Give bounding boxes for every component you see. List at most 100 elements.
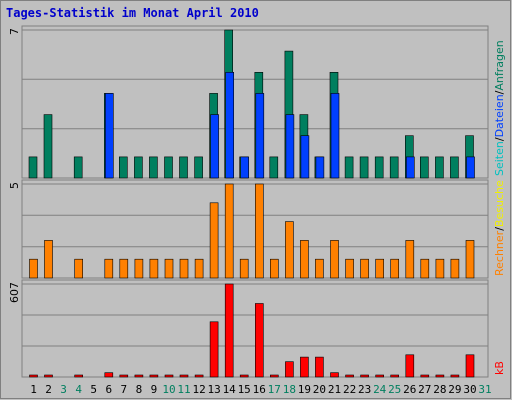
bar-rechner-day-17 xyxy=(269,258,279,279)
bar-kb-day-23 xyxy=(360,374,369,378)
bar-rechner-day-21 xyxy=(330,240,339,279)
bar-dateien-day-18 xyxy=(285,114,295,179)
day-label-6: 6 xyxy=(105,383,112,396)
bar-rechner-day-11 xyxy=(179,258,189,279)
day-label-27: 27 xyxy=(418,383,431,396)
bar-kb-day-24 xyxy=(375,374,385,378)
bar-anfragen-day-7 xyxy=(119,156,128,179)
legend-label: / xyxy=(493,227,506,231)
day-label-25: 25 xyxy=(388,383,401,396)
bar-rechner-day-14 xyxy=(224,183,234,279)
bar-rechner-day-2 xyxy=(44,240,53,279)
day-label-2: 2 xyxy=(45,383,52,396)
day-label-21: 21 xyxy=(328,383,341,396)
bar-kb-day-9 xyxy=(149,374,159,378)
bar-kb-day-13 xyxy=(209,321,219,378)
day-label-30: 30 xyxy=(463,383,476,396)
day-label-9: 9 xyxy=(151,383,158,396)
bar-kb-day-1 xyxy=(29,374,38,378)
bar-rechner-day-12 xyxy=(194,258,204,279)
bar-anfragen-day-25 xyxy=(389,156,399,179)
legend-label: kB xyxy=(493,361,506,375)
bar-rechner-day-25 xyxy=(390,258,400,279)
bar-dateien-day-15 xyxy=(240,156,249,179)
bar-anfragen-day-4 xyxy=(73,156,83,179)
legend-label: Rechner xyxy=(493,230,506,276)
bar-kb-day-2 xyxy=(44,374,53,378)
bar-anfragen-day-2 xyxy=(43,114,53,179)
bar-dateien-day-30 xyxy=(466,156,475,179)
day-label-28: 28 xyxy=(433,383,446,396)
day-label-12: 12 xyxy=(192,383,205,396)
series-legend: kB xyxy=(493,361,506,375)
panel-traffic: 607 kB xyxy=(8,279,506,378)
bar-dateien-day-14 xyxy=(225,72,234,179)
bar-anfragen-day-27 xyxy=(419,156,429,179)
bar-kb-day-25 xyxy=(390,374,400,378)
day-label-1: 1 xyxy=(30,383,37,396)
bar-kb-day-21 xyxy=(330,372,339,378)
day-label-7: 7 xyxy=(120,383,127,396)
day-label-16: 16 xyxy=(253,383,266,396)
max-value-label: 7 xyxy=(8,28,21,35)
day-label-13: 13 xyxy=(207,383,220,396)
day-label-23: 23 xyxy=(358,383,371,396)
day-label-26: 26 xyxy=(403,383,416,396)
bar-rechner-day-27 xyxy=(420,258,430,279)
bar-kb-day-17 xyxy=(269,374,279,378)
bar-anfragen-day-10 xyxy=(164,156,173,179)
legend-label: Anfragen xyxy=(493,40,506,90)
bar-rechner-day-24 xyxy=(375,258,385,279)
legend-label: / xyxy=(493,137,506,141)
bar-anfragen-day-8 xyxy=(134,156,143,179)
bar-rechner-day-13 xyxy=(209,202,219,279)
bar-rechner-day-1 xyxy=(29,258,38,279)
bar-rechner-day-19 xyxy=(300,240,309,279)
bar-rechner-day-26 xyxy=(405,240,415,279)
bar-kb-day-6 xyxy=(104,372,114,378)
bar-rechner-day-23 xyxy=(360,258,369,279)
bar-rechner-day-6 xyxy=(104,258,114,279)
bar-kb-day-29 xyxy=(450,374,460,378)
bar-anfragen-day-11 xyxy=(179,156,188,179)
bar-kb-day-8 xyxy=(134,374,144,378)
bar-dateien-day-20 xyxy=(315,156,325,179)
bar-rechner-day-30 xyxy=(465,240,475,279)
bar-kb-day-7 xyxy=(119,374,129,378)
bar-rechner-day-20 xyxy=(315,258,324,279)
day-label-20: 20 xyxy=(313,383,326,396)
bar-kb-day-30 xyxy=(465,354,475,378)
day-label-15: 15 xyxy=(238,383,251,396)
bar-kb-day-4 xyxy=(74,374,83,378)
max-value-label: 607 xyxy=(8,282,21,303)
chart-title: Tages-Statistik im Monat April 2010 xyxy=(6,6,259,20)
bar-rechner-day-16 xyxy=(255,183,264,279)
bar-dateien-day-16 xyxy=(255,93,265,179)
bar-anfragen-day-29 xyxy=(450,156,459,179)
series-legend: Seiten/Dateien/Anfragen xyxy=(493,40,506,176)
day-label-31: 31 xyxy=(478,383,491,396)
bar-kb-day-14 xyxy=(224,283,234,378)
day-label-10: 10 xyxy=(162,383,175,396)
bar-anfragen-day-12 xyxy=(194,156,203,179)
bar-rechner-day-28 xyxy=(435,258,445,279)
bar-dateien-day-13 xyxy=(210,114,219,179)
day-label-8: 8 xyxy=(136,383,143,396)
bar-kb-day-11 xyxy=(179,374,189,378)
bar-kb-day-18 xyxy=(285,361,294,378)
bar-anfragen-day-1 xyxy=(28,156,38,179)
bar-kb-day-28 xyxy=(435,374,445,378)
day-label-4: 4 xyxy=(75,383,82,396)
bar-anfragen-day-17 xyxy=(269,156,279,179)
day-label-19: 19 xyxy=(298,383,311,396)
day-label-3: 3 xyxy=(60,383,67,396)
bar-rechner-day-7 xyxy=(119,258,129,279)
bar-anfragen-day-28 xyxy=(435,156,444,179)
bar-rechner-day-22 xyxy=(345,258,354,279)
bar-rechner-day-10 xyxy=(164,258,174,279)
max-value-label: 5 xyxy=(8,182,21,189)
bar-kb-day-26 xyxy=(405,354,415,378)
